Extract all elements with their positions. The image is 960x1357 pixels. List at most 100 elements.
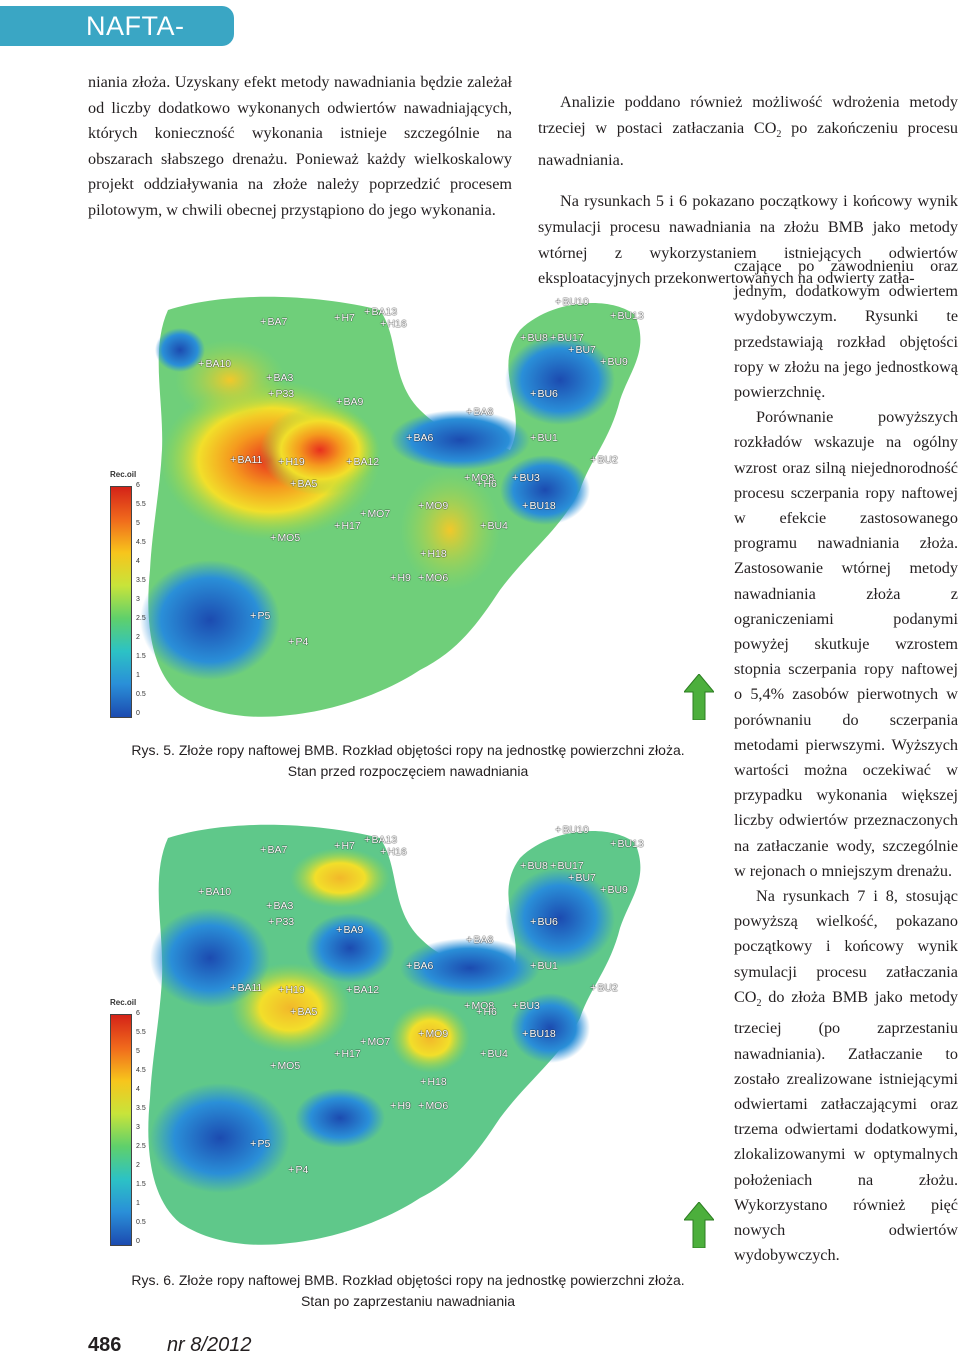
well-label: BA11: [230, 454, 262, 466]
well-label: P5: [250, 610, 270, 622]
well-label: H7: [334, 840, 354, 852]
well-label: H6: [476, 478, 496, 490]
well-label: MO7: [360, 508, 390, 520]
well-label: P33: [268, 916, 294, 928]
well-label: BU7: [568, 872, 595, 884]
legend-tick: 4.5: [136, 1067, 146, 1074]
well-label: BU18: [522, 1028, 555, 1040]
well-label: BU4: [480, 520, 507, 532]
figure-6-caption: Rys. 6. Złoże ropy naftowej BMB. Rozkład…: [88, 1270, 728, 1312]
well-label: BU2: [590, 982, 617, 994]
legend-tick: 2: [136, 634, 140, 641]
well-label: BA3: [266, 900, 293, 912]
journal-header: NAFTA-GAZ: [0, 6, 234, 81]
right-column-top: Analizie poddano również możliwość wdroż…: [538, 74, 958, 308]
well-label: H19: [278, 456, 304, 468]
color-scale: [110, 486, 132, 718]
legend-tick: 2.5: [136, 615, 146, 622]
paragraph-figures-intro: Na rysunkach 5 i 6 pokazano początkowy i…: [538, 192, 958, 288]
caption-line: Stan po zaprzestaniu nawadniania: [300, 1293, 516, 1309]
legend-tick: 5.5: [136, 1029, 146, 1036]
page-number: 486: [88, 1334, 122, 1356]
figure-6-map: Rec.oil 6 5.5 5 4.5 4 3.5 3 2.5 2 1.5 1 …: [90, 818, 718, 1258]
well-label: P33: [268, 388, 294, 400]
well-label: P4: [288, 636, 308, 648]
legend-tick: 3.5: [136, 1105, 146, 1112]
well-label: MO9: [418, 500, 448, 512]
well-label: H9: [390, 572, 410, 584]
legend-title: Rec.oil: [110, 998, 137, 1007]
legend-tick: 5: [136, 520, 140, 527]
well-label: H16: [380, 318, 406, 330]
page-footer: 486 nr 8/2012: [88, 1334, 251, 1357]
paragraph-continuation: czające po zawodnieniu oraz jednym, doda…: [734, 257, 958, 402]
legend-tick: 0.5: [136, 691, 146, 698]
well-label: BU4: [480, 1048, 507, 1060]
well-label: BA13: [364, 834, 397, 846]
reservoir-map-6: [148, 824, 641, 1245]
legend-tick: 4: [136, 1086, 140, 1093]
well-label: BA6: [406, 960, 433, 972]
well-label: H19: [278, 984, 304, 996]
well-label: BU6: [530, 916, 557, 928]
well-label: BU13: [610, 838, 643, 850]
legend-tick: 5.5: [136, 501, 146, 508]
legend-tick: 0: [136, 710, 140, 717]
legend-tick: 4: [136, 558, 140, 565]
well-label: BU6: [530, 388, 557, 400]
well-label: P5: [250, 1138, 270, 1150]
left-column: niania złoża. Uzyskany efekt metody nawa…: [88, 70, 512, 224]
legend: Rec.oil 6 5.5 5 4.5 4 3.5 3 2.5 2 1.5 1 …: [110, 998, 160, 1246]
paragraph-co2: Analizie poddano również możliwość wdroż…: [538, 93, 959, 169]
caption-line: Rys. 6. Złoże ropy naftowej BMB. Rozkład…: [131, 1272, 685, 1288]
issue-number: nr 8/2012: [166, 1334, 252, 1356]
well-label: H17: [334, 1048, 360, 1060]
well-label: BU13: [610, 310, 643, 322]
color-scale: [110, 1014, 132, 1246]
figure-5-caption: Rys. 5. Złoże ropy naftowej BMB. Rozkład…: [88, 740, 728, 782]
well-label: H9: [390, 1100, 410, 1112]
well-label: BA11: [230, 982, 262, 994]
left-paragraph: niania złoża. Uzyskany efekt metody nawa…: [88, 73, 512, 219]
well-label: BA5: [290, 1006, 317, 1018]
well-label: MO9: [418, 1028, 448, 1040]
legend-tick: 2: [136, 1162, 140, 1169]
well-label: BA13: [364, 306, 397, 318]
well-label: BU3: [512, 1000, 539, 1012]
well-label: BU2: [590, 454, 617, 466]
legend-tick: 1: [136, 672, 140, 679]
well-label: BU9: [600, 884, 627, 896]
legend-tick: 1.5: [136, 653, 146, 660]
well-label: BU9: [600, 356, 627, 368]
legend-tick: 6: [136, 482, 140, 489]
well-label: H18: [420, 1076, 446, 1088]
well-label: BA9: [336, 396, 363, 408]
well-label: H16: [380, 846, 406, 858]
well-label: BA10: [198, 358, 231, 370]
paragraph-comparison: Porównanie powyższych rozkładów wskazuje…: [734, 408, 958, 880]
legend-tick: 5: [136, 1048, 140, 1055]
well-label: BU8: [520, 860, 547, 872]
reservoir-map-5: [140, 296, 641, 717]
well-label: H18: [420, 548, 446, 560]
well-label: P4: [288, 1164, 308, 1176]
well-label: BA8: [466, 934, 493, 946]
well-label: BU17: [550, 332, 583, 344]
legend-tick: 2.5: [136, 1143, 146, 1150]
well-label: BU10: [555, 824, 588, 836]
figure-5-map: Rec.oil 6 5.5 5 4.5 4 3.5 3 2.5 2 1.5 1 …: [90, 290, 718, 730]
caption-line: Stan przed rozpoczęciem nawadniania: [287, 763, 529, 779]
well-label: BU1: [530, 960, 557, 972]
legend-tick: 6: [136, 1010, 140, 1017]
paragraph-co2-injection: Na rysunkach 7 i 8, stosując powyższą wi…: [734, 887, 958, 1265]
well-label: BU8: [520, 332, 547, 344]
well-label: BA8: [466, 406, 493, 418]
well-label: BA7: [260, 844, 287, 856]
well-label: BA10: [198, 886, 231, 898]
well-label: BA12: [346, 984, 379, 996]
well-label: MO6: [418, 572, 448, 584]
well-label: BA9: [336, 924, 363, 936]
well-label: BA7: [260, 316, 287, 328]
well-label: MO5: [270, 1060, 300, 1072]
well-label: H17: [334, 520, 360, 532]
